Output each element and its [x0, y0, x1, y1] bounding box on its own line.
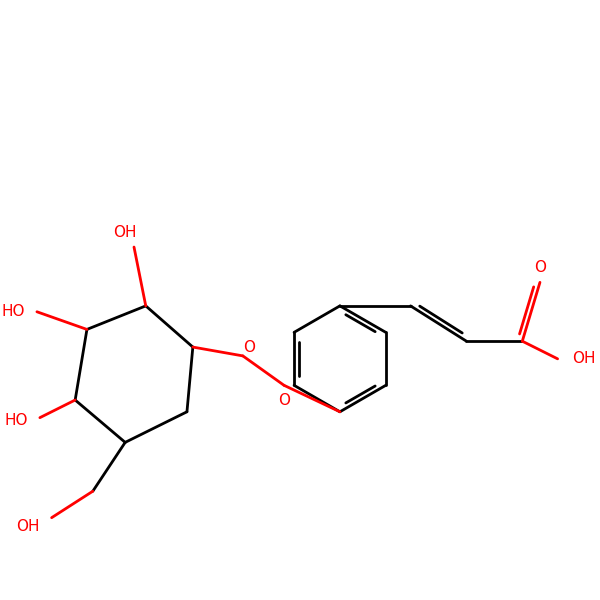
Text: O: O	[278, 392, 290, 407]
Text: OH: OH	[572, 352, 596, 367]
Text: HO: HO	[5, 413, 28, 428]
Text: HO: HO	[2, 304, 25, 319]
Text: O: O	[243, 340, 255, 355]
Text: OH: OH	[16, 519, 40, 534]
Text: OH: OH	[113, 225, 137, 240]
Text: O: O	[534, 260, 546, 275]
